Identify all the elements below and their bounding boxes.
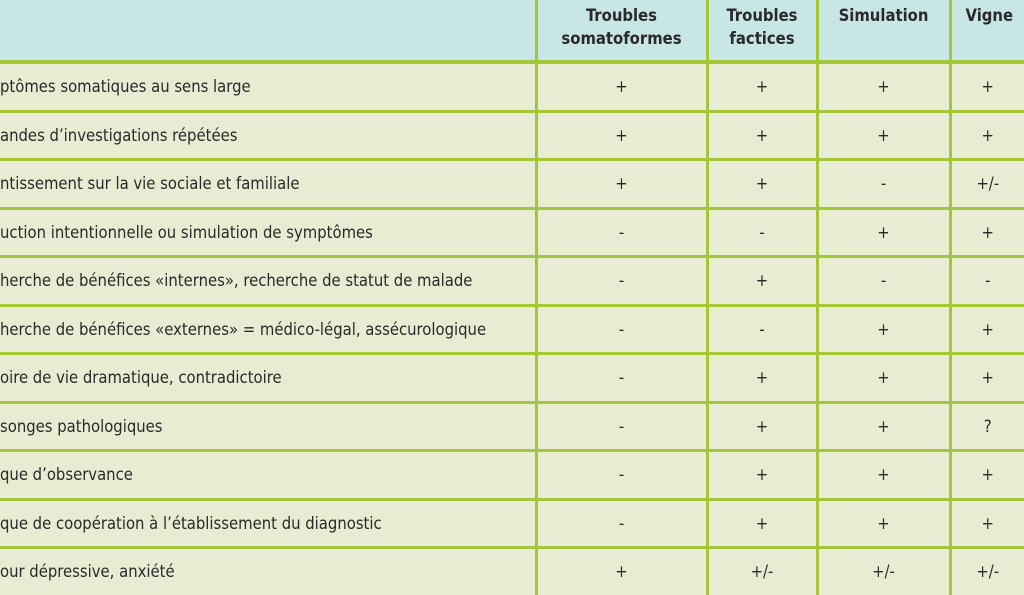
row-label: que de coopération à l’établissement du …	[0, 499, 536, 548]
table-row: songes pathologiques-++?	[0, 402, 1024, 451]
header-line2	[819, 27, 949, 50]
header-line1: Simulation	[819, 4, 949, 27]
cell-value: +	[536, 160, 707, 209]
cell-value: +	[817, 451, 950, 500]
cell-value: +/-	[950, 160, 1024, 209]
header-line1: Vigne	[966, 4, 1024, 27]
cell-value: +	[950, 499, 1024, 548]
table-row: oire de vie dramatique, contradictoire-+…	[0, 354, 1024, 403]
cell-value: +	[707, 451, 817, 500]
cell-value: +	[817, 499, 950, 548]
header-line2: factices	[709, 27, 816, 50]
cell-value: +	[950, 208, 1024, 257]
row-label: andes d’investigations répétées	[0, 111, 536, 160]
header-line2: somatoformes	[538, 27, 706, 50]
cell-value: ?	[950, 402, 1024, 451]
cell-value: -	[536, 402, 707, 451]
cell-value: -	[817, 160, 950, 209]
cell-value: -	[536, 451, 707, 500]
header-empty	[0, 0, 536, 62]
header-line2	[966, 27, 1024, 50]
table-row: herche de bénéfices «externes» = médico-…	[0, 305, 1024, 354]
cell-value: +	[817, 354, 950, 403]
table-row: que de coopération à l’établissement du …	[0, 499, 1024, 548]
table-row: uction intentionnelle ou simulation de s…	[0, 208, 1024, 257]
table-row: ptômes somatiques au sens large++++	[0, 62, 1024, 111]
cell-value: +/-	[950, 548, 1024, 595]
cell-value: +	[536, 548, 707, 595]
cell-value: -	[536, 499, 707, 548]
cell-value: +	[536, 111, 707, 160]
row-label: herche de bénéfices «externes» = médico-…	[0, 305, 536, 354]
column-header: Vigne	[950, 0, 1024, 62]
cell-value: -	[817, 257, 950, 306]
cell-value: +	[707, 499, 817, 548]
table-row: que d’observance-+++	[0, 451, 1024, 500]
cell-value: -	[707, 305, 817, 354]
cell-value: +/-	[707, 548, 817, 595]
cell-value: +	[707, 354, 817, 403]
cell-value: +	[707, 62, 817, 111]
cell-value: +	[950, 62, 1024, 111]
cell-value: +	[950, 111, 1024, 160]
header-line1: Troubles	[538, 4, 706, 27]
cell-value: -	[536, 305, 707, 354]
row-label: herche de bénéfices «internes», recherch…	[0, 257, 536, 306]
column-header: Simulation	[817, 0, 950, 62]
cell-value: +	[707, 257, 817, 306]
cell-value: +	[817, 62, 950, 111]
cell-value: +	[707, 111, 817, 160]
cell-value: -	[950, 257, 1024, 306]
cell-value: +	[950, 354, 1024, 403]
cell-value: -	[707, 208, 817, 257]
row-label: our dépressive, anxiété	[0, 548, 536, 595]
row-label: que d’observance	[0, 451, 536, 500]
cell-value: +	[707, 160, 817, 209]
cell-value: +	[817, 111, 950, 160]
table-row: our dépressive, anxiété++/-+/-+/-	[0, 548, 1024, 595]
cell-value: +	[950, 305, 1024, 354]
cell-value: +	[817, 305, 950, 354]
header-line1: Troubles	[709, 4, 816, 27]
table-row: andes d’investigations répétées++++	[0, 111, 1024, 160]
row-label: ntissement sur la vie sociale et familia…	[0, 160, 536, 209]
row-label: songes pathologiques	[0, 402, 536, 451]
cell-value: +	[950, 451, 1024, 500]
cell-value: +	[817, 402, 950, 451]
cell-value: -	[536, 257, 707, 306]
row-label: uction intentionnelle ou simulation de s…	[0, 208, 536, 257]
table-row: herche de bénéfices «internes», recherch…	[0, 257, 1024, 306]
table-row: ntissement sur la vie sociale et familia…	[0, 160, 1024, 209]
cell-value: -	[536, 208, 707, 257]
row-label: ptômes somatiques au sens large	[0, 62, 536, 111]
cell-value: +/-	[817, 548, 950, 595]
cell-value: +	[817, 208, 950, 257]
cell-value: +	[536, 62, 707, 111]
cell-value: +	[707, 402, 817, 451]
row-label: oire de vie dramatique, contradictoire	[0, 354, 536, 403]
cell-value: -	[536, 354, 707, 403]
